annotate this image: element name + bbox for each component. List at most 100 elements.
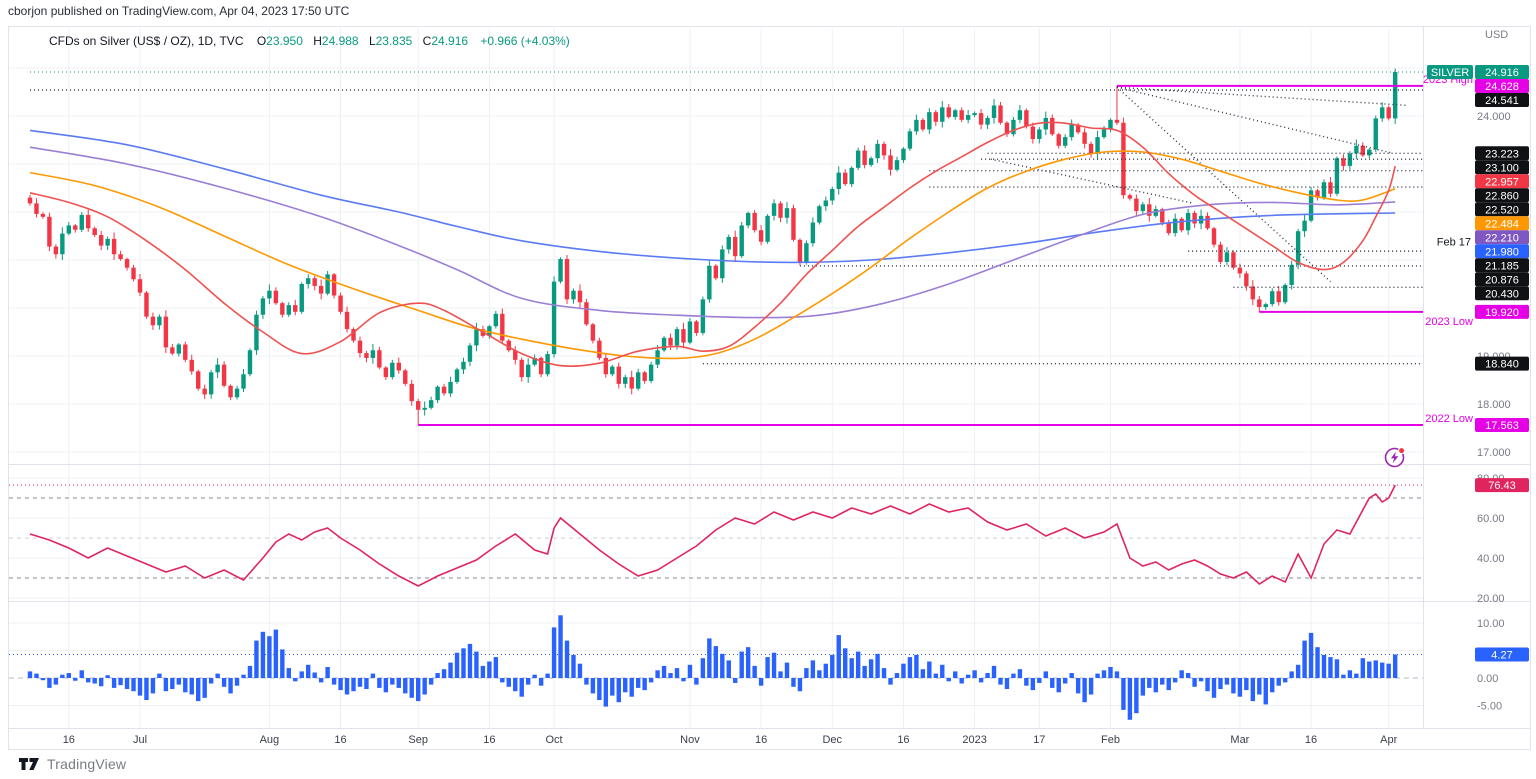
histogram-bar [1108,667,1113,678]
time-label[interactable]: 16 [483,734,495,746]
time-label[interactable]: Aug [260,734,280,746]
histogram-bar [79,670,84,678]
candle-body [1211,228,1217,245]
candle-body [92,228,97,236]
candle-body [784,208,790,218]
time-label[interactable]: Oct [546,734,563,746]
price-axis[interactable] [1424,27,1530,727]
histogram-bar [273,629,279,678]
candle-body [1069,124,1074,138]
candle-body [370,350,376,358]
candle-body [1160,209,1165,223]
price-badge-text: 22.484 [1485,218,1519,230]
candle-body [1224,252,1230,262]
candle-body [855,150,861,168]
histogram-bar [532,674,537,678]
candle-body [946,107,951,117]
symbol-title[interactable]: CFDs on Silver (US$ / OZ), 1D, TVC [49,34,244,48]
hist-badge-text: 4.27 [1491,650,1512,662]
candle-body [1360,145,1366,156]
histogram-bar [635,678,641,688]
candle-body [713,265,719,279]
candle-body [927,112,932,130]
candle-body [920,119,926,130]
hist-tick: 0.00 [1477,673,1498,685]
histogram-bar [241,674,246,678]
chart-widget: USD24.00019.00018.00017.00080.0060.0040.… [8,26,1531,750]
histogram-bar [629,678,634,697]
tradingview-brand[interactable]: TradingView [47,756,127,772]
candle-body [1244,273,1249,287]
high-label: H [313,34,322,48]
candle-body [1004,122,1010,135]
time-label[interactable]: Jul [133,734,147,746]
price-badge-bg [1475,174,1529,189]
time-axis[interactable] [9,729,1423,749]
histogram-bar [416,678,421,702]
histogram-bar [215,673,220,678]
histogram-bar [480,665,486,678]
histogram-bar [694,678,699,685]
candle-body [681,329,686,343]
histogram-bar [1302,640,1307,678]
histogram-bar [558,615,563,678]
time-label[interactable]: Feb [1101,734,1120,746]
time-label[interactable]: 16 [334,734,346,746]
histogram-bar [1360,658,1366,678]
histogram-bar [1160,678,1165,685]
candle-body [247,350,253,375]
histogram-bar [538,678,544,686]
histogram-bar [1043,671,1048,678]
time-label[interactable]: Sep [408,734,428,746]
candle-body [1276,291,1281,303]
tradingview-logo-icon[interactable] [18,755,40,773]
candle-body [843,172,848,185]
chart-canvas[interactable]: USD24.00019.00018.00017.00080.0060.0040.… [9,27,1530,749]
time-label[interactable]: 17 [1033,734,1045,746]
time-label[interactable]: 16 [897,734,909,746]
histogram-bar [933,673,938,678]
price-badge-bg [1475,244,1529,259]
histogram-bar [247,665,253,678]
histogram-bar [655,670,660,678]
time-label[interactable]: Nov [680,734,700,746]
histogram-bar [707,638,712,678]
candle-body [454,369,460,382]
candle-body [364,353,369,358]
candle-body [1075,124,1081,133]
alert-flash-icon[interactable] [1383,445,1407,469]
histogram-bar [1172,678,1178,683]
candle-body [163,316,169,348]
candle-body [1166,222,1171,234]
histogram-bar [293,678,298,682]
time-label[interactable]: 2023 [962,734,986,746]
candle-body [836,172,841,189]
time-label[interactable]: Mar [1230,734,1249,746]
candle-body [603,357,609,375]
candle-body [208,372,214,395]
candle-body [1101,129,1107,138]
candle-body [1082,132,1087,144]
histogram-bar [875,653,880,678]
time-label[interactable]: 16 [63,734,75,746]
candle-body [487,326,492,336]
candle-body [1250,286,1256,300]
candle-body [474,329,479,346]
candle-body [985,117,990,125]
time-label[interactable]: Dec [822,734,842,746]
time-label[interactable]: Apr [1380,734,1397,746]
histogram-bar [603,678,609,707]
candle-body [1315,190,1320,198]
histogram-bar [467,643,473,678]
candle-body [797,239,803,263]
histogram-bar [1082,678,1087,703]
time-label[interactable]: 16 [1305,734,1317,746]
histogram-bar [98,678,104,687]
histogram-bar [325,667,330,678]
candle-body [1043,117,1048,130]
histogram-bar [454,652,460,678]
ma-orange [29,150,1396,360]
histogram-bar [778,671,783,678]
time-label[interactable]: 16 [755,734,767,746]
